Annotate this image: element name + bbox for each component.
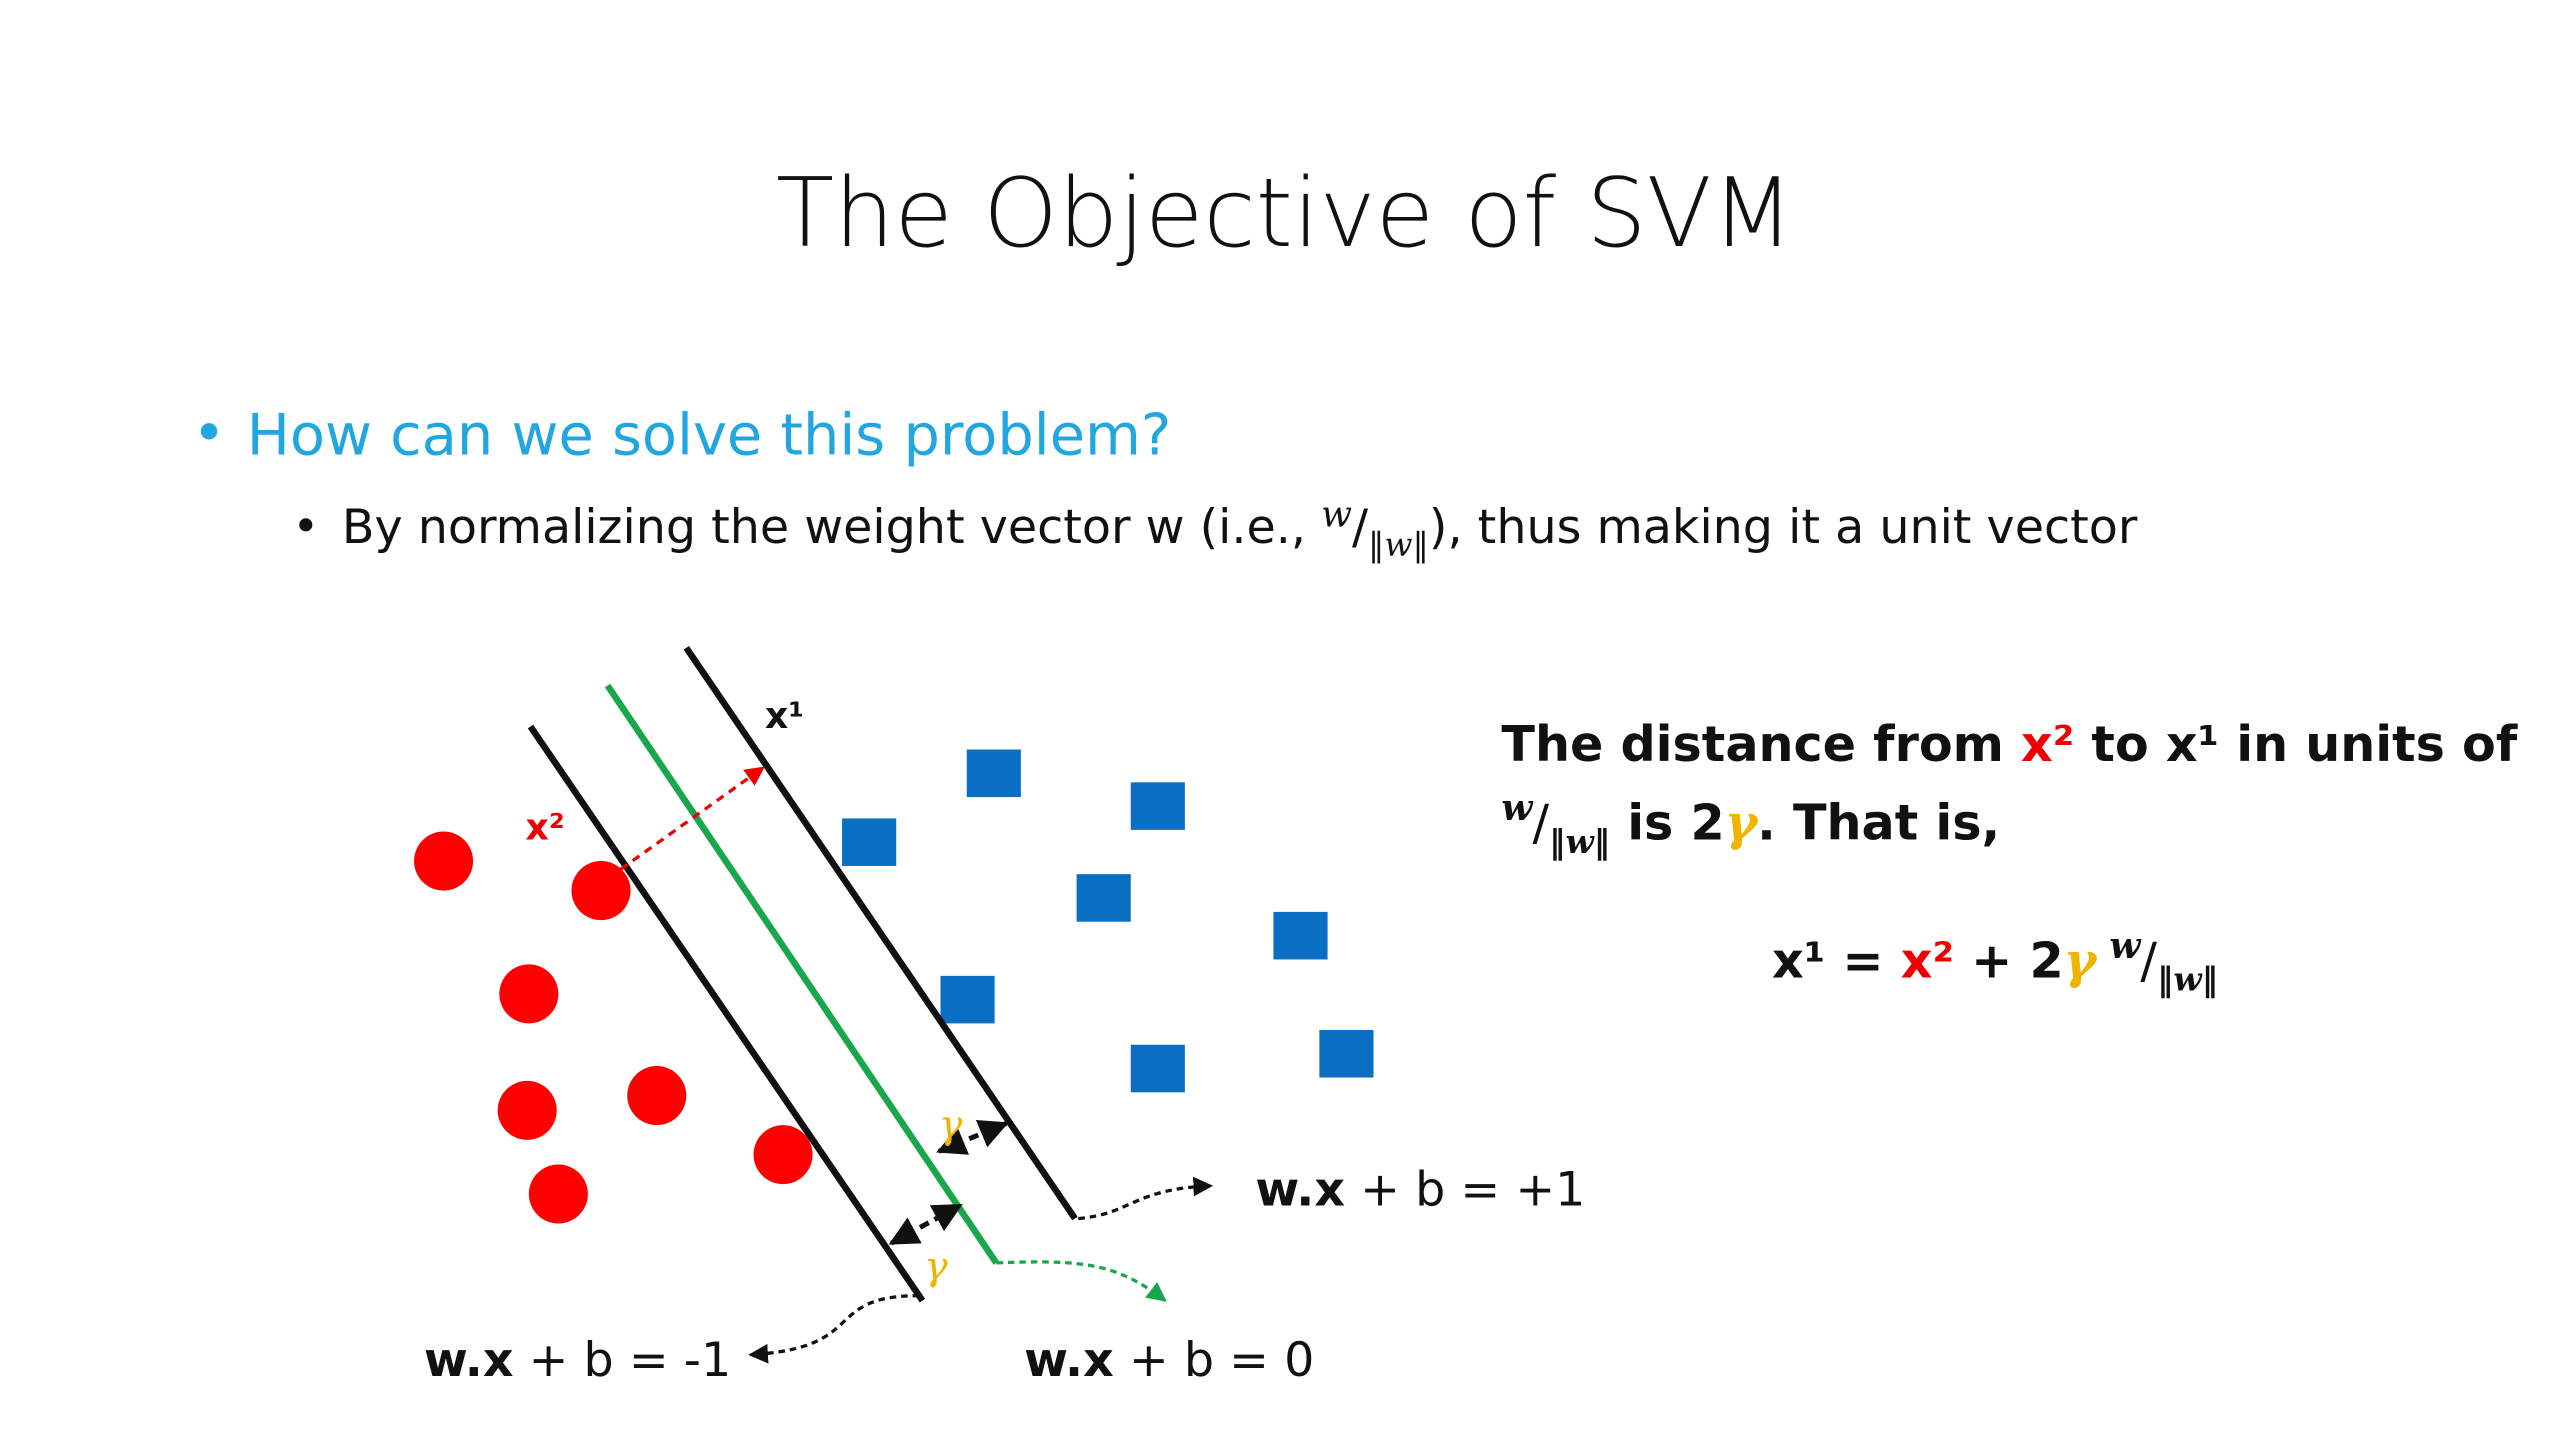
point (627, 1066, 687, 1126)
fraction-num: w (1321, 493, 1352, 535)
fraction-den: ‖w‖ (1549, 822, 1610, 861)
equation: x¹ = x² + 2γ w/‖w‖ (1772, 924, 2218, 999)
bullet-dot (299, 518, 313, 532)
class-positive (842, 749, 1374, 1093)
fraction-num: w (2109, 924, 2142, 967)
explanation-line: w/‖w‖ is 2γ. That is, (1501, 786, 2000, 861)
margin-equation: w.x + b = -1 (424, 1333, 731, 1388)
text-run: is 2 (1610, 794, 1725, 852)
text-run: x¹ = (1772, 931, 1901, 989)
margin-line (683, 645, 1078, 1221)
point (1319, 1029, 1374, 1078)
text-run: + 2 (1954, 931, 2064, 989)
text-run: + b = -1 (513, 1333, 731, 1388)
text-run: to x¹ in units of (2074, 715, 2518, 773)
svm-diagram: x¹ x² γ γ w.x + b = +1 w.x + b = -1 w.x … (414, 645, 1585, 1388)
bullet-level2: By normalizing the weight vector w (i.e.… (342, 493, 2138, 564)
text-run: x² (1901, 931, 1954, 989)
hyperplane-equation: w.x + b = 0 (1024, 1333, 1314, 1388)
point-label: x² (526, 807, 565, 849)
fraction-slash: / (1352, 500, 1369, 555)
point (528, 1164, 588, 1224)
text-run: x² (2021, 715, 2074, 773)
fraction-den: ‖w‖ (2157, 960, 2218, 999)
fraction-slash: / (1532, 794, 1549, 852)
class-negative (414, 831, 813, 1224)
gamma-arrow (936, 1120, 1009, 1155)
point (499, 964, 559, 1024)
text-run: + b = 0 (1114, 1333, 1315, 1388)
text-run: By normalizing the weight vector w (i.e.… (342, 500, 1321, 555)
text-run: w.x (1024, 1333, 1114, 1388)
callout-arrow (1078, 1176, 1214, 1221)
text-run: + b = +1 (1345, 1162, 1585, 1217)
callout-arrow (748, 1294, 920, 1364)
gamma-label: γ (939, 1102, 963, 1148)
point (1130, 782, 1185, 830)
text-run: γ (1725, 794, 1760, 852)
text-run: w.x (1255, 1162, 1345, 1217)
fraction-slash: / (2140, 931, 2157, 989)
point (414, 831, 474, 891)
point (571, 861, 631, 921)
margin-line (527, 724, 926, 1303)
point (1076, 874, 1131, 922)
fraction-num: w (1501, 786, 1534, 829)
text-run: . That is, (1757, 794, 2000, 852)
point (1130, 1044, 1185, 1093)
explanation: The distance from x² to x¹ in units of w… (1501, 715, 2517, 999)
callout-arrow (996, 1260, 1167, 1302)
point (966, 749, 1021, 798)
point (842, 818, 897, 866)
bullet-dot (200, 423, 218, 440)
fraction-den: ‖w‖ (1368, 526, 1429, 564)
text-run: The distance from (1501, 715, 2021, 773)
point-label: x¹ (765, 695, 804, 737)
point (753, 1125, 813, 1185)
point (1273, 911, 1328, 960)
hyperplane-line (604, 683, 999, 1265)
gamma-label: γ (924, 1243, 948, 1289)
slide-title: The Objective of SVM (776, 159, 1794, 269)
text-run: ), thus making it a unit vector (1429, 500, 2138, 555)
gamma-arrow (888, 1203, 963, 1246)
bullet-level1: How can we solve this problem? (247, 401, 1172, 468)
point (497, 1080, 557, 1140)
text-run: γ (2064, 931, 2099, 989)
text-run: w.x (424, 1333, 514, 1388)
margin-equation: w.x + b = +1 (1255, 1162, 1585, 1217)
point (940, 975, 995, 1024)
explanation-line: The distance from x² to x¹ in units of (1501, 715, 2517, 773)
